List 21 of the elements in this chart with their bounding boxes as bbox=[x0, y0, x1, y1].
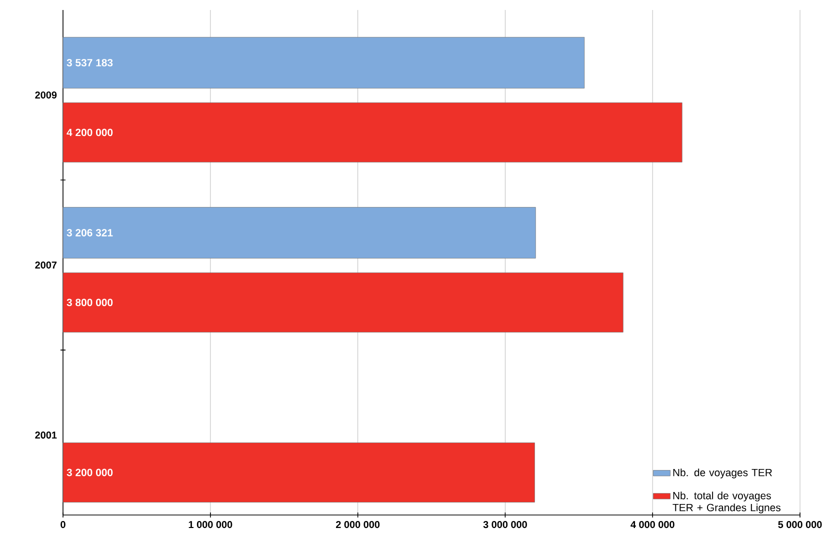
bar bbox=[62, 442, 535, 502]
data-label: 3 206 321 bbox=[66, 229, 113, 236]
y-tick-label: 2009 bbox=[35, 91, 57, 99]
x-tick-label: 1 000 000 bbox=[188, 521, 232, 528]
data-label: 3 200 000 bbox=[66, 468, 113, 476]
x-tick-label: 2 000 000 bbox=[336, 521, 380, 528]
bar bbox=[62, 37, 585, 88]
data-label: 3 537 183 bbox=[66, 59, 113, 66]
x-tick-label: 3 000 000 bbox=[483, 521, 527, 528]
x-tick-label: 0 bbox=[60, 521, 66, 528]
data-label: 4 200 000 bbox=[66, 128, 113, 136]
y-tick-label: 2001 bbox=[35, 432, 57, 439]
data-label: 3 800 000 bbox=[66, 298, 113, 306]
legend-label: Nb. total de voyages TER + Grandes Lignes bbox=[672, 492, 780, 514]
y-tick-label: 2007 bbox=[35, 262, 57, 269]
x-tick-label: 5 000 000 bbox=[778, 521, 822, 528]
bar bbox=[62, 207, 536, 258]
bar bbox=[62, 102, 682, 162]
legend-label: Nb. de voyages TER bbox=[673, 468, 772, 478]
bar bbox=[62, 272, 624, 332]
x-tick-label: 4 000 000 bbox=[630, 521, 674, 528]
